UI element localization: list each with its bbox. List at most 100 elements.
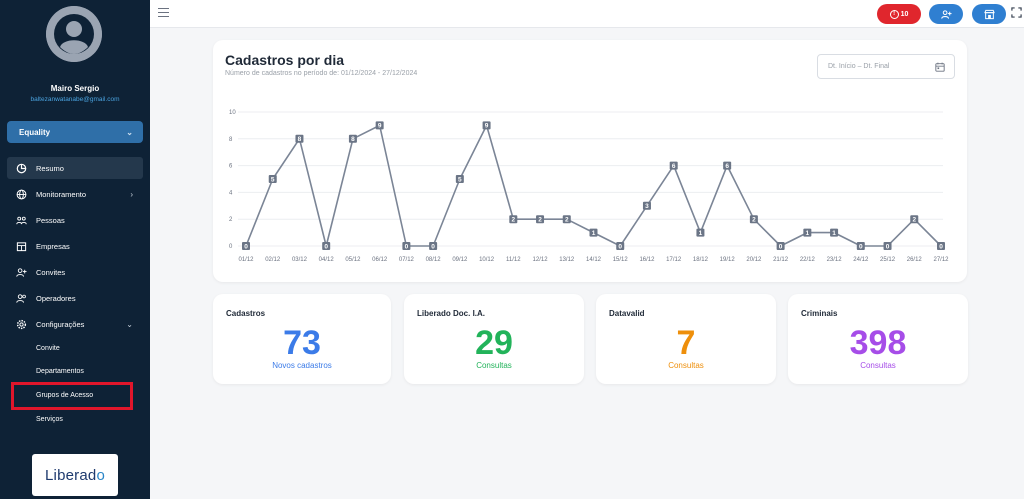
data-label: 0 — [618, 243, 622, 250]
x-tick-label: 14/12 — [586, 257, 602, 263]
data-point — [937, 242, 945, 250]
user-plus-icon — [940, 9, 952, 19]
data-label: 0 — [244, 243, 248, 250]
subnav-item-grupos-de-acesso[interactable]: Grupos de Acesso — [36, 392, 94, 399]
user-icon — [46, 6, 102, 62]
data-point — [509, 215, 518, 224]
user-plus-icon — [15, 266, 27, 278]
building-icon — [15, 240, 27, 252]
data-label: 0 — [886, 243, 890, 250]
stat-card-criminais: Criminais 398 Consultas — [788, 294, 968, 384]
company-select[interactable]: Equality ⌄ — [7, 121, 143, 143]
data-point — [830, 228, 839, 237]
data-label: 0 — [779, 243, 783, 250]
nav-label: Resumo — [36, 163, 64, 173]
highlight-box — [11, 382, 133, 410]
y-tick-label: 0 — [229, 244, 233, 250]
data-label: 2 — [538, 217, 542, 224]
data-point — [696, 228, 705, 237]
data-label: 0 — [324, 243, 328, 250]
chevron-right-icon: › — [130, 189, 133, 199]
data-label: 5 — [271, 176, 275, 183]
x-tick-label: 02/12 — [265, 257, 281, 263]
data-label: 1 — [832, 230, 836, 237]
stat-label: Consultas — [668, 361, 704, 370]
x-tick-label: 05/12 — [345, 257, 361, 263]
date-range-input[interactable]: Dt. Início – Dt. Final — [817, 54, 955, 79]
data-label: 0 — [939, 243, 943, 250]
data-point — [242, 242, 250, 250]
x-tick-label: 26/12 — [907, 257, 923, 263]
data-label: 5 — [458, 176, 462, 183]
data-point — [295, 134, 304, 143]
data-label: 9 — [378, 123, 382, 130]
data-point — [536, 215, 545, 224]
logo-accent: o — [96, 466, 105, 484]
pie-chart-icon — [15, 162, 27, 174]
users-icon — [15, 292, 27, 304]
data-label: 1 — [806, 230, 810, 237]
nav-label: Configurações — [36, 319, 85, 329]
data-label: 8 — [298, 136, 302, 143]
x-tick-label: 15/12 — [613, 257, 629, 263]
nav-item-monitoramento[interactable]: Monitoramento › — [7, 183, 143, 205]
x-tick-label: 07/12 — [399, 257, 415, 263]
nav-item-resumo[interactable]: Resumo — [7, 157, 143, 179]
y-tick-label: 10 — [229, 110, 236, 116]
store-icon — [983, 9, 995, 19]
alerts-button[interactable]: ! 10 — [877, 4, 921, 24]
data-point — [375, 121, 384, 130]
chart-title: Cadastros por dia — [225, 52, 345, 68]
data-label: 3 — [645, 203, 649, 210]
subnav-item-convite[interactable]: Convite — [36, 345, 60, 352]
subnav-item-servicos[interactable]: Serviços — [36, 416, 63, 423]
nav-item-pessoas[interactable]: Pessoas — [7, 209, 143, 231]
x-tick-label: 01/12 — [238, 257, 254, 263]
x-tick-label: 04/12 — [319, 257, 335, 263]
stat-title: Criminais — [801, 309, 838, 318]
data-label: 0 — [431, 243, 435, 250]
data-label: 1 — [592, 230, 596, 237]
data-label: 6 — [725, 163, 729, 170]
data-point — [268, 175, 277, 183]
nav-label: Convites — [36, 267, 66, 277]
user-name: Mairo Sergio — [50, 84, 100, 93]
add-user-button[interactable] — [929, 4, 963, 24]
nav-item-configuracoes[interactable]: Configurações ⌄ — [7, 313, 143, 335]
data-point — [910, 215, 919, 224]
data-point — [589, 228, 598, 237]
stat-card-datavalid: Datavalid 7 Consultas — [596, 294, 776, 384]
nav-item-operadores[interactable]: Operadores — [7, 287, 143, 309]
stat-card-liberado-doc: Liberado Doc. I.A. 29 Consultas — [404, 294, 584, 384]
logo-text: Liberad — [45, 466, 97, 484]
x-tick-label: 13/12 — [559, 257, 575, 263]
stat-value: 7 — [676, 324, 696, 362]
x-tick-label: 18/12 — [693, 257, 709, 263]
nav-item-empresas[interactable]: Empresas — [7, 235, 143, 257]
data-point — [616, 242, 625, 250]
data-label: 2 — [752, 217, 756, 224]
stat-title: Liberado Doc. I.A. — [417, 309, 486, 318]
y-tick-label: 6 — [229, 164, 233, 170]
data-point — [429, 242, 438, 250]
subnav-item-departamentos[interactable]: Departamentos — [36, 368, 84, 375]
menu-icon[interactable] — [158, 8, 169, 18]
people-icon — [15, 214, 27, 226]
store-button[interactable] — [972, 4, 1006, 24]
topbar: ! 10 — [150, 0, 1024, 28]
stat-value: 29 — [475, 324, 513, 362]
y-tick-label: 4 — [229, 190, 233, 196]
data-point — [723, 161, 732, 170]
company-select-value: Equality — [19, 127, 51, 137]
stat-value: 73 — [283, 324, 321, 362]
nav-label: Pessoas — [36, 215, 65, 225]
expand-icon[interactable] — [1011, 7, 1022, 18]
calendar-icon[interactable] — [935, 62, 945, 72]
series-line — [245, 124, 942, 247]
x-tick-label: 25/12 — [880, 257, 896, 263]
x-tick-label: 27/12 — [933, 257, 949, 263]
x-tick-label: 23/12 — [827, 257, 843, 263]
nav-item-convites[interactable]: Convites — [7, 261, 143, 283]
avatar[interactable] — [46, 6, 102, 62]
